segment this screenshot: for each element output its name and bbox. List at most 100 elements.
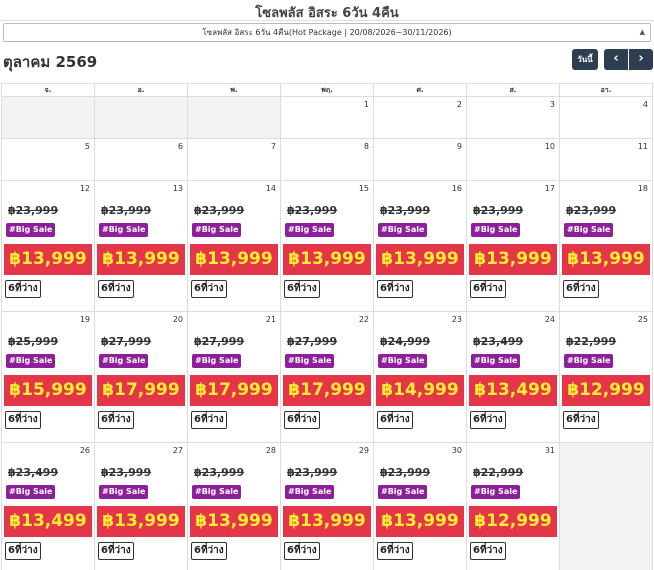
package-select[interactable]: โซลพลัส อิสระ 6วัน 4คืน(Hot Package | 20… <box>3 23 651 42</box>
seats-available-badge: 6ที่ว่าง <box>5 542 41 560</box>
seats-available-badge: 6ที่ว่าง <box>5 411 41 429</box>
weekday-header: อ. <box>94 83 187 97</box>
calendar-day-cell-available[interactable]: 15 ฿23,999 #Big Sale ฿13,999 6ที่ว่าง <box>280 181 373 312</box>
sale-price-button[interactable]: ฿13,999 <box>190 506 278 537</box>
calendar-day-cell-available[interactable]: 17 ฿23,999 #Big Sale ฿13,999 6ที่ว่าง <box>466 181 559 312</box>
calendar-day-cell: 10 <box>466 139 559 181</box>
day-number: 7 <box>270 142 276 151</box>
sale-price-button[interactable]: ฿13,999 <box>97 506 185 537</box>
sale-price-button[interactable]: ฿13,999 <box>4 244 92 275</box>
next-month-button[interactable]: › <box>629 49 653 70</box>
calendar-day-cell-available[interactable]: 28 ฿23,999 #Big Sale ฿13,999 6ที่ว่าง <box>187 443 280 570</box>
big-sale-badge: #Big Sale <box>378 354 428 368</box>
prev-month-button[interactable]: ‹ <box>604 49 628 70</box>
calendar-day-cell-available[interactable]: 25 ฿22,999 #Big Sale ฿12,999 6ที่ว่าง <box>559 312 653 443</box>
original-price: ฿27,999 <box>101 335 152 348</box>
calendar-week-row: 19 ฿25,999 #Big Sale ฿15,999 6ที่ว่าง 20 ฿27,9… <box>1 312 653 443</box>
day-number: 27 <box>172 446 183 455</box>
original-price: ฿23,999 <box>194 466 245 479</box>
sale-price-button[interactable]: ฿13,499 <box>469 375 557 406</box>
today-button[interactable]: วันนี้ <box>572 49 598 70</box>
calendar-day-cell-available[interactable]: 23 ฿24,999 #Big Sale ฿14,999 6ที่ว่าง <box>373 312 466 443</box>
month-label: ตุลาคม 2569 <box>3 53 98 71</box>
day-number: 31 <box>544 446 555 455</box>
calendar-day-cell-available[interactable]: 12 ฿23,999 #Big Sale ฿13,999 6ที่ว่าง <box>1 181 94 312</box>
calendar-day-cell-available[interactable]: 22 ฿27,999 #Big Sale ฿17,999 6ที่ว่าง <box>280 312 373 443</box>
seats-available-badge: 6ที่ว่าง <box>191 280 227 298</box>
calendar-day-cell-available[interactable]: 19 ฿25,999 #Big Sale ฿15,999 6ที่ว่าง <box>1 312 94 443</box>
sale-price-button[interactable]: ฿12,999 <box>562 375 650 406</box>
seats-available-badge: 6ที่ว่าง <box>563 280 599 298</box>
day-number: 17 <box>544 184 555 193</box>
calendar-day-cell: 9 <box>373 139 466 181</box>
calendar-day-cell-available[interactable]: 26 ฿23,499 #Big Sale ฿13,499 6ที่ว่าง <box>1 443 94 570</box>
sale-price-button[interactable]: ฿13,999 <box>283 506 371 537</box>
package-select-value: โซลพลัส อิสระ 6วัน 4คืน(Hot Package | 20… <box>202 28 452 37</box>
calendar-day-cell-available[interactable]: 14 ฿23,999 #Big Sale ฿13,999 6ที่ว่าง <box>187 181 280 312</box>
seats-available-badge: 6ที่ว่าง <box>191 542 227 560</box>
calendar-day-cell-available[interactable]: 29 ฿23,999 #Big Sale ฿13,999 6ที่ว่าง <box>280 443 373 570</box>
calendar-day-cell-available[interactable]: 13 ฿23,999 #Big Sale ฿13,999 6ที่ว่าง <box>94 181 187 312</box>
original-price: ฿23,999 <box>194 204 245 217</box>
calendar-day-cell <box>1 97 94 139</box>
big-sale-badge: #Big Sale <box>192 354 242 368</box>
calendar-body: 1 2 3 4 5 6 7 8 9 10 11 12 ฿23,999 #Big Sale ฿13,999 6ท… <box>1 97 653 570</box>
big-sale-badge: #Big Sale <box>192 485 242 499</box>
sale-price-button[interactable]: ฿13,499 <box>4 506 92 537</box>
sale-price-button[interactable]: ฿13,999 <box>376 506 464 537</box>
seats-available-badge: 6ที่ว่าง <box>284 411 320 429</box>
original-price: ฿23,999 <box>101 466 152 479</box>
big-sale-badge: #Big Sale <box>471 485 521 499</box>
calendar-day-cell-available[interactable]: 20 ฿27,999 #Big Sale ฿17,999 6ที่ว่าง <box>94 312 187 443</box>
original-price: ฿23,999 <box>380 466 431 479</box>
original-price: ฿23,499 <box>8 466 59 479</box>
sale-price-button[interactable]: ฿12,999 <box>469 506 557 537</box>
calendar-day-cell: 3 <box>466 97 559 139</box>
big-sale-badge: #Big Sale <box>285 354 335 368</box>
sale-price-button[interactable]: ฿17,999 <box>283 375 371 406</box>
calendar-day-cell: 11 <box>559 139 653 181</box>
title-divider <box>0 20 654 21</box>
sale-price-button[interactable]: ฿17,999 <box>190 375 278 406</box>
calendar-week-row: 26 ฿23,499 #Big Sale ฿13,499 6ที่ว่าง 27 ฿23,9… <box>1 443 653 570</box>
sale-price-button[interactable]: ฿13,999 <box>469 244 557 275</box>
day-number: 16 <box>451 184 462 193</box>
calendar-day-cell-available[interactable]: 31 ฿22,999 #Big Sale ฿12,999 6ที่ว่าง <box>466 443 559 570</box>
day-number: 10 <box>544 142 555 151</box>
calendar-day-cell-available[interactable]: 27 ฿23,999 #Big Sale ฿13,999 6ที่ว่าง <box>94 443 187 570</box>
seats-available-badge: 6ที่ว่าง <box>470 411 506 429</box>
original-price: ฿23,999 <box>380 204 431 217</box>
sale-price-button[interactable]: ฿13,999 <box>376 244 464 275</box>
big-sale-badge: #Big Sale <box>285 485 335 499</box>
day-number: 29 <box>358 446 369 455</box>
chevron-down-icon: ▲ <box>639 28 645 36</box>
calendar-day-cell-available[interactable]: 24 ฿23,499 #Big Sale ฿13,499 6ที่ว่าง <box>466 312 559 443</box>
calendar-day-cell-available[interactable]: 16 ฿23,999 #Big Sale ฿13,999 6ที่ว่าง <box>373 181 466 312</box>
sale-price-button[interactable]: ฿13,999 <box>97 244 185 275</box>
original-price: ฿23,999 <box>566 204 617 217</box>
big-sale-badge: #Big Sale <box>285 223 335 237</box>
sale-price-button[interactable]: ฿13,999 <box>283 244 371 275</box>
calendar-day-cell <box>187 97 280 139</box>
big-sale-badge: #Big Sale <box>6 485 56 499</box>
weekday-header: จ. <box>1 83 94 97</box>
calendar-day-cell-available[interactable]: 18 ฿23,999 #Big Sale ฿13,999 6ที่ว่าง <box>559 181 653 312</box>
calendar-day-cell: 6 <box>94 139 187 181</box>
sale-price-button[interactable]: ฿17,999 <box>97 375 185 406</box>
sale-price-button[interactable]: ฿13,999 <box>562 244 650 275</box>
day-number: 26 <box>79 446 90 455</box>
sale-price-button[interactable]: ฿13,999 <box>190 244 278 275</box>
calendar-day-cell-available[interactable]: 30 ฿23,999 #Big Sale ฿13,999 6ที่ว่าง <box>373 443 466 570</box>
original-price: ฿23,999 <box>8 204 59 217</box>
day-number: 8 <box>363 142 369 151</box>
original-price: ฿27,999 <box>194 335 245 348</box>
weekday-header: ส. <box>466 83 559 97</box>
big-sale-badge: #Big Sale <box>378 485 428 499</box>
calendar-day-cell: 8 <box>280 139 373 181</box>
day-number: 13 <box>172 184 183 193</box>
sale-price-button[interactable]: ฿15,999 <box>4 375 92 406</box>
sale-price-button[interactable]: ฿14,999 <box>376 375 464 406</box>
big-sale-badge: #Big Sale <box>99 354 149 368</box>
weekday-header: พ. <box>187 83 280 97</box>
calendar-day-cell-available[interactable]: 21 ฿27,999 #Big Sale ฿17,999 6ที่ว่าง <box>187 312 280 443</box>
